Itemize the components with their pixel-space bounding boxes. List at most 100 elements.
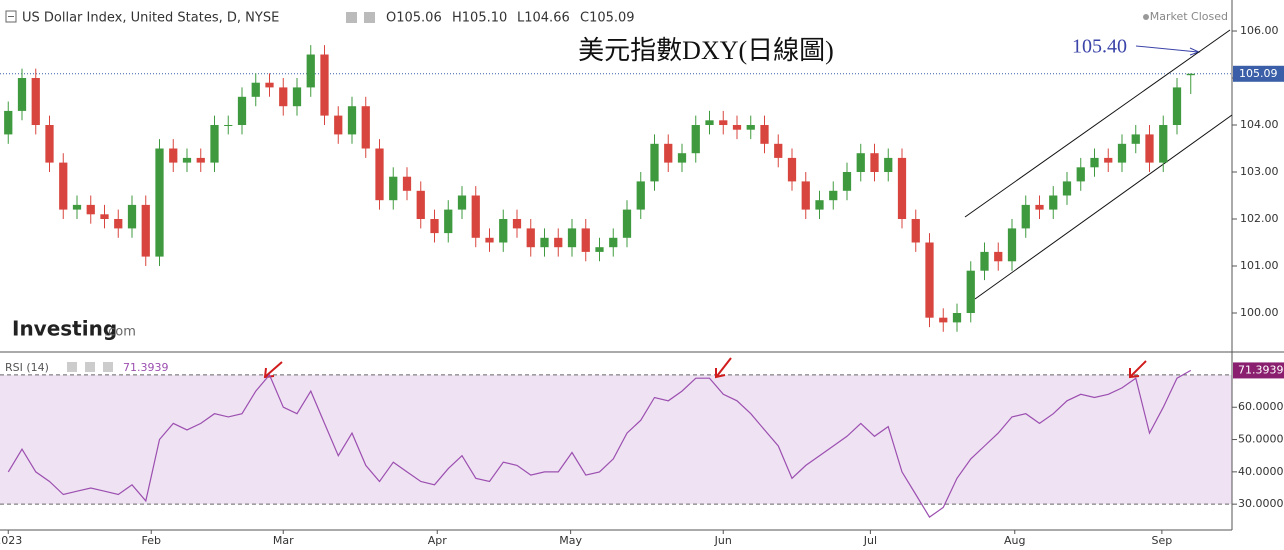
legend-icon[interactable]	[67, 362, 77, 372]
x-tick-label: Jul	[863, 534, 877, 547]
candle-body	[306, 54, 315, 88]
candle-body	[1159, 125, 1168, 163]
candle-body	[4, 110, 13, 135]
candle-body	[815, 200, 824, 210]
candle-body	[45, 125, 54, 163]
candle-body	[595, 247, 604, 252]
candle-body	[1104, 157, 1113, 163]
x-tick-label: Mar	[273, 534, 294, 547]
candle-body	[540, 237, 549, 248]
channel-line	[974, 114, 1233, 300]
candle-body	[677, 153, 687, 163]
logo: Investing	[12, 317, 117, 341]
y-tick-label: 30.0000	[1238, 497, 1284, 510]
candle-body	[787, 157, 797, 182]
candle-body	[581, 228, 590, 252]
peak-arrow	[715, 357, 732, 379]
logo-suffix: .com	[104, 325, 136, 340]
candle-body	[925, 242, 934, 318]
candle-body	[1117, 143, 1127, 163]
candle-body	[526, 228, 535, 248]
last-value-label: 71.3939	[1238, 363, 1284, 376]
candle-body	[966, 270, 975, 313]
candle-body	[114, 219, 123, 229]
candle-body	[842, 172, 852, 191]
x-tick-label: Jun	[714, 534, 732, 547]
candle-body	[224, 125, 233, 127]
candle-body	[155, 148, 164, 257]
candle-body	[471, 195, 480, 238]
candle-body	[334, 115, 343, 135]
candle-body	[416, 190, 425, 220]
candle-body	[169, 148, 178, 163]
y-tick-label: 103.00	[1240, 165, 1279, 178]
candle-body	[251, 82, 260, 97]
candle-body	[1021, 204, 1030, 229]
candle-body	[1049, 195, 1058, 210]
y-tick-label: 101.00	[1240, 259, 1279, 272]
y-tick-label: 102.00	[1240, 212, 1279, 225]
candle-body	[389, 176, 398, 201]
x-tick-label: Aug	[1004, 534, 1025, 547]
candle-body	[127, 204, 137, 229]
rsi-legend: RSI (14)	[5, 361, 49, 374]
candle-body	[897, 157, 907, 220]
candle-body	[444, 209, 453, 234]
candle-body	[485, 237, 494, 243]
candle-body	[141, 204, 150, 257]
candle-body	[86, 204, 95, 215]
rsi-band	[0, 374, 1232, 505]
candle-body	[1090, 157, 1099, 168]
peak-arrow	[263, 361, 283, 379]
legend-icon[interactable]	[103, 362, 113, 372]
last-value-tag	[1233, 362, 1284, 379]
last-price-label: 105.09	[1239, 67, 1278, 80]
candle-body	[512, 219, 522, 229]
candle-body	[1186, 73, 1195, 76]
candle-body	[1172, 87, 1182, 126]
candle-body	[705, 120, 714, 126]
candle-body	[1145, 134, 1154, 163]
candle-body	[1062, 181, 1072, 196]
candle-body	[72, 204, 82, 210]
candle-body	[732, 125, 742, 130]
x-tick-label: Sep	[1152, 534, 1173, 547]
market-status: Market Closed	[1150, 10, 1228, 23]
candle-body	[17, 78, 27, 111]
y-tick-label: 100.00	[1240, 306, 1279, 319]
x-tick-label: Apr	[428, 534, 448, 547]
y-tick-label: 40.0000	[1238, 465, 1284, 478]
y-tick-label: 106.00	[1240, 24, 1279, 37]
settings-icon[interactable]	[346, 12, 357, 23]
candle-body	[870, 153, 879, 173]
candle-body	[829, 190, 838, 201]
candle-body	[760, 125, 769, 144]
symbol: US Dollar Index, United States, D, NYSE	[22, 11, 279, 26]
candle-body	[554, 237, 563, 248]
ohlc-high: H105.10	[452, 11, 507, 26]
settings-icon[interactable]	[364, 12, 375, 23]
status-dot	[1143, 14, 1149, 20]
peak-arrow	[1129, 360, 1147, 379]
candle-body	[609, 237, 618, 248]
legend-icon[interactable]	[85, 362, 95, 372]
annotation-arrow	[1135, 45, 1199, 53]
candle-body	[237, 96, 247, 126]
candle-body	[457, 195, 467, 210]
arrows	[263, 357, 1147, 379]
candle-body	[265, 82, 274, 88]
collapse-icon[interactable]	[5, 10, 17, 23]
candle-body	[320, 54, 329, 116]
candle-body	[361, 106, 370, 149]
candle-body	[292, 87, 302, 107]
ohlc-close: C105.09	[580, 11, 635, 26]
candle-body	[746, 125, 755, 130]
candle-body	[664, 143, 673, 163]
candle-body	[719, 120, 728, 126]
candle-body	[210, 125, 219, 163]
candle-body	[980, 251, 989, 271]
rsi-legend-value: 71.3939	[123, 361, 169, 374]
ohlc-low: L104.66	[517, 11, 570, 26]
